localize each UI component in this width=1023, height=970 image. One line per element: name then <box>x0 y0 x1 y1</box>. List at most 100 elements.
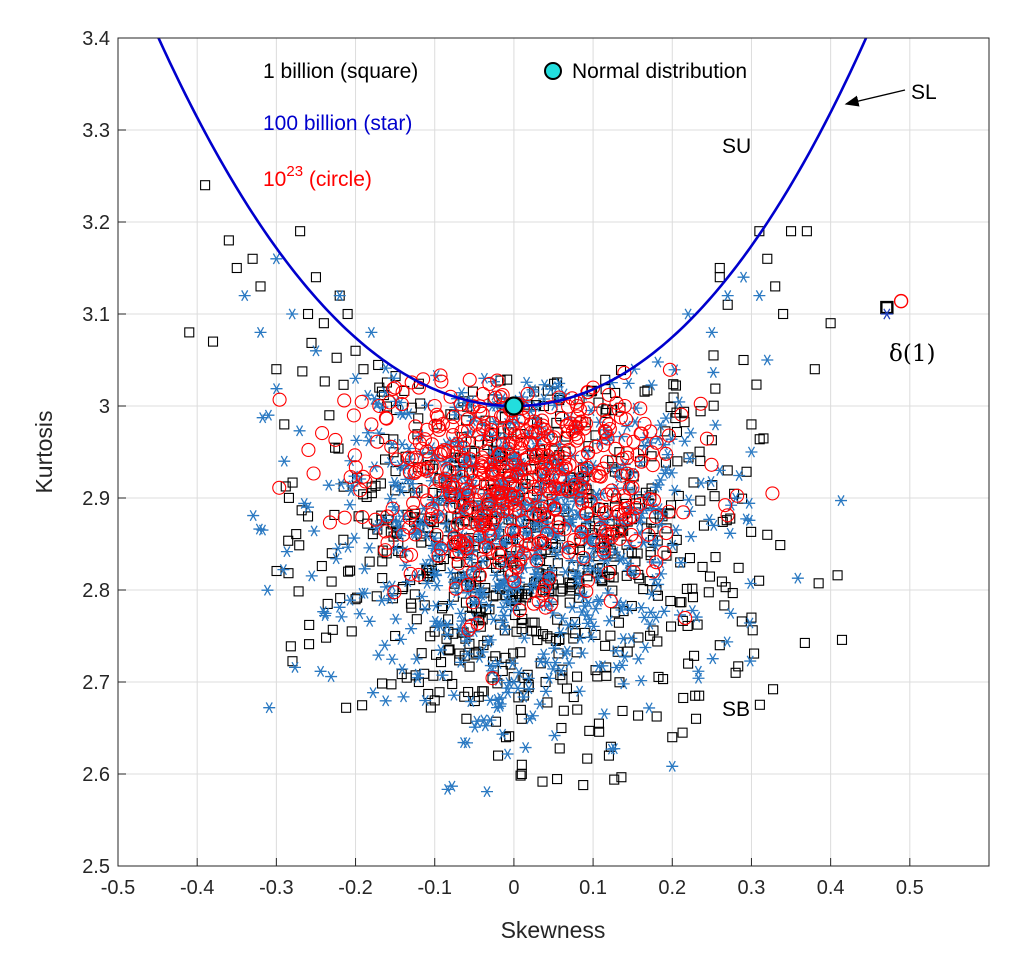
circle-marker <box>417 432 433 447</box>
circle-marker <box>449 445 464 460</box>
star-marker <box>506 657 519 669</box>
star-marker <box>592 595 605 607</box>
square-marker <box>515 647 526 658</box>
star-marker <box>554 627 567 639</box>
star-marker <box>703 513 716 525</box>
star-marker <box>511 682 524 694</box>
circle-marker <box>576 550 591 565</box>
circle-marker <box>337 393 352 408</box>
star-marker <box>519 742 532 754</box>
star-marker <box>378 639 391 651</box>
circle-marker <box>465 595 480 610</box>
x-tick-label: -0.5 <box>101 877 135 899</box>
circle-marker <box>509 560 525 575</box>
circle-marker <box>606 488 621 503</box>
square-marker <box>565 585 576 596</box>
star-marker <box>666 760 679 772</box>
star-marker <box>609 645 622 657</box>
square-marker <box>338 379 349 390</box>
circle-marker <box>481 541 496 556</box>
star-marker <box>658 605 671 617</box>
circle-marker <box>630 448 645 463</box>
circle-marker <box>537 536 552 551</box>
circle-marker <box>610 524 625 539</box>
square-marker <box>679 417 690 428</box>
star-marker <box>256 412 269 424</box>
circle-marker <box>601 387 616 402</box>
circle-marker <box>432 473 447 489</box>
series-circle-markers <box>272 362 780 686</box>
circle-marker <box>425 501 440 516</box>
square-marker <box>184 327 195 338</box>
star-marker <box>344 594 357 606</box>
star-marker <box>440 518 453 530</box>
circle-marker <box>542 479 557 494</box>
circle-marker <box>693 396 708 411</box>
square-marker <box>694 446 705 457</box>
circle-marker <box>509 467 524 482</box>
circle-marker <box>720 508 735 523</box>
square-marker <box>490 590 501 601</box>
square-marker <box>601 670 612 681</box>
square-marker <box>231 262 242 274</box>
star-marker <box>396 438 409 451</box>
square-marker <box>200 180 211 191</box>
circle-marker <box>431 422 447 438</box>
star-marker <box>419 518 432 530</box>
circle-marker <box>450 516 465 531</box>
circle-marker <box>516 410 531 425</box>
star-marker <box>682 308 695 320</box>
circle-marker <box>353 483 368 498</box>
star-marker <box>398 545 411 557</box>
square-marker <box>464 661 475 672</box>
square-marker <box>703 587 714 598</box>
square-marker <box>706 435 717 446</box>
square-marker <box>557 674 568 685</box>
circle-marker <box>613 410 628 425</box>
square-marker <box>832 570 843 581</box>
star-marker <box>501 686 514 699</box>
star-marker <box>707 519 720 531</box>
circle-marker <box>445 419 460 434</box>
star-marker <box>375 595 388 607</box>
circle-marker <box>403 547 419 562</box>
square-marker <box>428 517 439 528</box>
square-marker <box>762 529 773 540</box>
circle-marker <box>369 465 384 480</box>
square-marker <box>515 704 526 715</box>
square-marker <box>287 656 298 667</box>
star-marker <box>492 658 505 670</box>
star-marker <box>745 446 758 458</box>
circle-marker <box>614 468 629 483</box>
delta-point-label: δ(1) <box>889 341 935 367</box>
circle-marker <box>564 482 579 497</box>
star-marker <box>363 615 376 627</box>
square-marker <box>733 661 744 672</box>
star-marker <box>643 618 656 630</box>
circle-marker <box>558 461 573 476</box>
circle-marker <box>508 559 523 574</box>
square-marker <box>358 489 369 500</box>
circle-marker <box>626 564 641 579</box>
square-marker <box>341 702 352 713</box>
star-marker <box>709 419 722 431</box>
star-marker <box>721 636 734 648</box>
square-marker <box>570 628 581 639</box>
square-marker <box>722 299 733 310</box>
star-marker <box>615 552 628 564</box>
square-marker <box>523 518 534 530</box>
star-marker <box>396 663 409 675</box>
square-marker <box>377 556 388 567</box>
star-marker <box>444 598 457 610</box>
square-marker <box>665 402 676 413</box>
x-axis-label: Skewness <box>501 917 606 943</box>
star-marker <box>539 685 552 697</box>
circle-marker <box>567 533 582 548</box>
star-marker <box>455 387 468 399</box>
square-marker <box>695 495 706 506</box>
star-marker <box>666 539 679 551</box>
circle-marker <box>612 531 627 546</box>
star-marker <box>247 510 260 522</box>
circle-marker <box>473 404 488 420</box>
circle-marker <box>561 545 576 560</box>
